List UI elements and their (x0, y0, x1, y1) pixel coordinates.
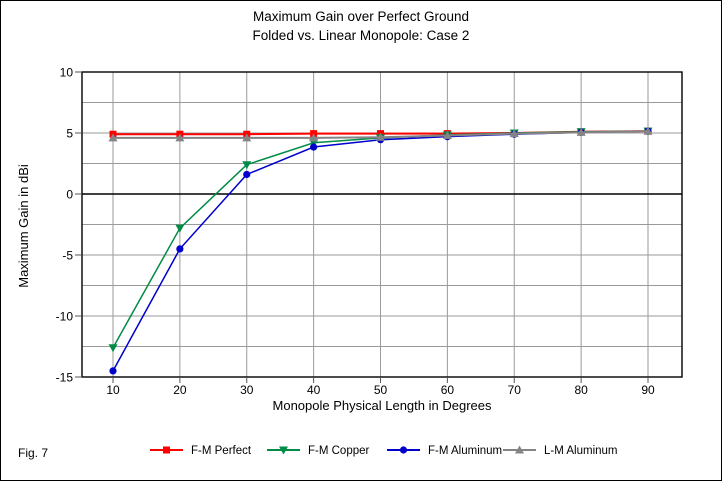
data-point-marker (163, 446, 170, 454)
data-point-marker (242, 133, 252, 142)
legend-label: F-M Aluminum (428, 445, 502, 457)
x-tick-label: 70 (508, 383, 522, 397)
data-point-marker (515, 445, 524, 454)
data-point-marker (310, 143, 318, 151)
data-point-marker (108, 133, 118, 142)
x-tick-label: 20 (173, 383, 187, 397)
chart-title: Maximum Gain over Perfect Ground (253, 9, 469, 24)
y-tick-label: -15 (56, 371, 74, 385)
data-point-marker (376, 132, 385, 141)
data-point-marker (279, 446, 288, 455)
data-point-marker (243, 170, 251, 179)
x-tick-label: 50 (374, 383, 388, 397)
data-point-marker (576, 127, 586, 136)
legend-label: F-M Perfect (191, 445, 252, 457)
x-tick-label: 30 (240, 383, 254, 397)
data-point-marker (643, 126, 653, 135)
x-tick-label: 90 (641, 383, 655, 397)
data-point-marker (109, 367, 117, 375)
legend-item-f-m-aluminum: F-M Aluminum (387, 445, 502, 457)
y-tick-label: -5 (62, 249, 73, 263)
data-point-marker (175, 133, 185, 142)
figure-label: Fig. 7 (18, 446, 48, 460)
legend-item-l-m-aluminum: L-M Aluminum (503, 445, 618, 457)
series-l-m-aluminum (108, 126, 653, 142)
chart-legend: F-M Perfect F-M Copper F-M Aluminum L-M Alu… (150, 445, 618, 457)
y-tick-label: 0 (66, 188, 73, 202)
legend-label: F-M Copper (308, 445, 370, 457)
data-point-marker (399, 446, 408, 454)
x-tick-label: 60 (441, 383, 455, 397)
x-tick-label: 80 (574, 383, 588, 397)
data-point-marker (176, 245, 184, 253)
x-tick-label: 40 (307, 383, 321, 397)
data-point-marker (442, 130, 452, 139)
legend-item-f-m-copper: F-M Copper (267, 445, 370, 457)
y-tick-label: 5 (66, 127, 73, 141)
data-point-marker (108, 344, 118, 353)
x-axis-title: Monopole Physical Length in Degrees (273, 398, 492, 413)
x-tick-label: 10 (106, 383, 120, 397)
chart-subtitle: Folded vs. Linear Monopole: Case 2 (253, 28, 470, 43)
legend-item-f-m-perfect: F-M Perfect (150, 445, 252, 457)
data-point-marker (175, 224, 185, 233)
y-axis-title: Maximum Gain in dBi (16, 164, 31, 288)
y-tick-label: 10 (60, 66, 74, 80)
legend-label: L-M Aluminum (544, 445, 618, 457)
data-point-marker (242, 161, 252, 170)
y-tick-label: -10 (56, 310, 74, 324)
data-point-marker (509, 129, 519, 138)
data-point-marker (309, 133, 319, 142)
